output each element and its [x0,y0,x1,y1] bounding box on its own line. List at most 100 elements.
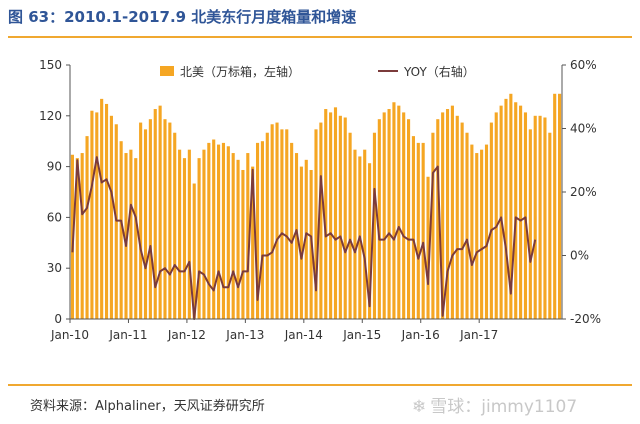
left-tick-label-4: 120 [39,109,62,123]
bar-38 [255,142,260,319]
left-tick-label-3: 90 [47,160,62,174]
yoy-line-series [71,156,537,320]
bar-41 [270,124,274,320]
bar-92 [519,105,523,319]
right-tick-label-2: 20% [570,185,597,199]
legend-bar-label: 北美（万标箱，左轴） [180,64,300,79]
bar-7 [104,103,109,319]
bar-57 [348,132,352,319]
bar-99 [553,93,557,319]
bar-90 [509,93,513,319]
yoy-line [71,156,537,320]
bar-18 [158,105,162,319]
bar-97 [543,117,547,320]
bar-96 [538,115,542,319]
bar-47 [299,166,303,319]
bar-98 [548,132,552,319]
bar-62 [372,132,377,319]
bar-37 [251,166,255,319]
bar-2 [80,153,84,319]
bar-67 [397,105,401,319]
bar-13 [134,158,138,319]
bar-78 [450,105,454,319]
right-tick-label-1: 0% [570,249,589,263]
bar-23 [182,158,187,319]
bar-65 [387,109,391,319]
bar-100 [558,93,562,319]
x-tick-label-0: Jan-10 [50,328,89,342]
bar-72 [421,142,425,319]
bar-5 [95,112,99,319]
watermark-text: 雪球：jimmy1107 [430,397,578,417]
bar-91 [514,102,518,319]
bar-66 [392,102,396,319]
title-divider [8,36,632,38]
bar-52 [324,109,328,319]
legend-line-label: YOY（右轴） [403,64,475,79]
bar-68 [402,112,406,319]
bar-51 [319,122,323,319]
bar-3 [85,136,89,319]
bar-89 [504,98,508,320]
bar-93 [523,112,528,319]
bar-74 [431,132,435,319]
bar-15 [143,129,148,319]
bar-77 [445,109,450,319]
bar-82 [470,144,474,319]
bar-45 [290,142,294,319]
x-tick-label-1: Jan-11 [108,328,147,342]
source-note: 资料来源：Alphaliner，天风证券研究所 [30,399,265,414]
bar-27 [202,149,206,319]
bar-12 [129,149,133,319]
bar-9 [114,124,118,320]
bar-75 [436,119,440,319]
bar-4 [90,110,94,319]
right-tick-label-0: -20% [570,312,601,326]
bar-22 [178,149,182,319]
bar-88 [499,105,503,319]
figure-title: 图 63：2010.1-2017.9 北美东行月度箱量和增速 [8,8,357,26]
bar-73 [426,176,430,319]
x-tick-label-3: Jan-13 [225,328,264,342]
legend-bar-swatch [160,66,174,76]
bar-84 [480,149,484,319]
bar-25 [192,183,196,319]
bar-30 [217,144,221,319]
bar-95 [533,115,537,319]
bar-69 [407,119,411,319]
bar-54 [333,107,338,319]
bar-26 [197,158,201,319]
bar-10 [119,141,123,319]
left-tick-label-5: 150 [39,58,62,72]
bar-53 [329,112,333,319]
bar-42 [275,122,279,319]
bar-14 [139,122,143,319]
x-tick-label-7: Jan-17 [459,328,498,342]
bar-32 [226,146,230,319]
bar-24 [187,149,191,319]
bar-71 [416,142,420,319]
bar-21 [173,132,177,319]
source-divider [8,384,632,386]
bar-16 [148,119,152,319]
left-tick-label-0: 0 [54,312,62,326]
bar-17 [153,109,157,319]
bar-19 [163,119,167,319]
x-tick-label-4: Jan-14 [284,328,323,342]
bar-29 [212,139,216,319]
bar-34 [236,159,240,319]
right-tick-label-3: 40% [570,122,597,136]
bar-83 [475,153,479,319]
bar-8 [109,115,113,319]
bar-79 [455,115,459,319]
bar-76 [441,112,445,319]
bar-60 [363,149,367,319]
bar-20 [168,122,172,319]
chart-axes: 0 30 60 90 120 150 -20% 0% 20% 40% 60% Jan-10 Jan-11… [39,58,601,342]
bar-43 [280,129,284,319]
left-tick-label-2: 60 [47,210,62,224]
bar-40 [265,132,269,319]
bar-6 [100,98,104,320]
bar-81 [465,132,469,319]
